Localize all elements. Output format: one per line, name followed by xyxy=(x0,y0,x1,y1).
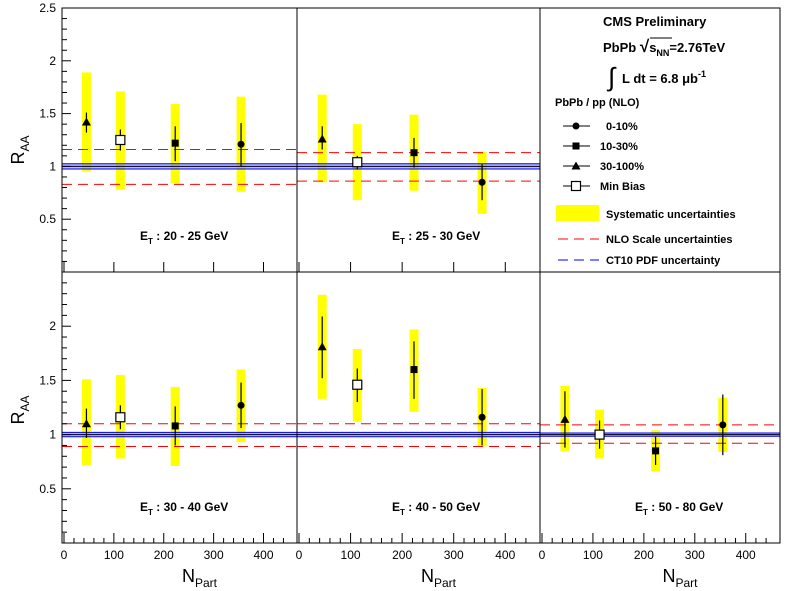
data-point-0-10 xyxy=(237,401,245,409)
outer-frame xyxy=(61,7,781,544)
lumi-exponent: -1 xyxy=(698,69,706,79)
y-tick-label: 1 xyxy=(49,428,56,442)
data-point-10-30 xyxy=(171,422,179,430)
legend-label-systematic: Systematic uncertainties xyxy=(606,209,736,221)
legend-label-nlo: NLO Scale uncertainties xyxy=(606,234,733,246)
legend-label-pdf: CT10 PDF uncertainty xyxy=(606,255,721,267)
panel-et-label: ET : 30 - 40 GeV xyxy=(140,500,228,517)
x-tick-label: 200 xyxy=(392,548,412,562)
x-tick-label: 100 xyxy=(583,548,603,562)
panel-et-label: ET : 25 - 30 GeV xyxy=(392,229,480,246)
panel-4-bands xyxy=(297,294,540,448)
labels-layer: ET : 20 - 25 GeV ET : 25 - 30 GeV ET : 30 … xyxy=(8,1,756,590)
legend-marker-10-30 xyxy=(572,142,580,150)
legend-luminosity: L dt = 6.8 μb-1 xyxy=(622,69,706,86)
legend-label-30-100: 30-100% xyxy=(600,161,644,173)
data-point-30-100 xyxy=(317,342,327,351)
legend-system-energy: PbPb √sNN=2.76TeV xyxy=(603,37,726,58)
legend-marker-0-10 xyxy=(572,122,580,130)
legend: CMS Preliminary PbPb √sNN=2.76TeV ∫ L dt… xyxy=(555,14,736,267)
x-tick-label: 200 xyxy=(154,548,174,562)
x-tick-label: 400 xyxy=(253,548,273,562)
y-tick-label: 1.5 xyxy=(39,373,56,387)
panel-1-bands xyxy=(62,72,297,192)
legend-label-0-10: 0-10% xyxy=(606,121,638,133)
x-tick-label: 300 xyxy=(444,548,464,562)
data-point-min-bias xyxy=(115,412,126,423)
data-point-min-bias xyxy=(352,157,363,168)
x-axis-title: NPart xyxy=(662,566,698,590)
y-tick-label: 2 xyxy=(49,319,56,333)
data-point-10-30 xyxy=(410,149,418,157)
data-point-0-10 xyxy=(237,140,245,148)
x-axis-title: NPart xyxy=(182,566,218,590)
x-tick-label: 0 xyxy=(539,548,546,562)
legend-marker-30-100 xyxy=(571,161,581,170)
panel-frames-layer xyxy=(61,7,781,544)
x-axis-title: NPart xyxy=(421,566,457,590)
y-tick-label: 1 xyxy=(49,159,56,173)
x-tick-label: 400 xyxy=(736,548,756,562)
legend-label-min-bias: Min Bias xyxy=(600,181,645,193)
data-point-30-100 xyxy=(81,117,91,126)
data-point-10-30 xyxy=(652,447,660,455)
y-tick-label: 1.5 xyxy=(39,107,56,121)
y-tick-label: 2 xyxy=(49,54,56,68)
data-point-10-30 xyxy=(410,366,418,374)
data-point-10-30 xyxy=(171,139,179,147)
panel-2-bands xyxy=(297,94,540,214)
data-point-0-10 xyxy=(478,178,486,186)
data-point-0-10 xyxy=(719,421,727,429)
legend-ratio-title: PbPb / pp (NLO) xyxy=(555,97,640,109)
x-tick-label: 100 xyxy=(341,548,361,562)
panel-5-bands xyxy=(540,385,780,472)
sqrt-symbol: √ xyxy=(640,37,650,56)
data-point-min-bias xyxy=(352,379,363,390)
data-point-30-100 xyxy=(317,134,327,143)
x-tick-label: 200 xyxy=(634,548,654,562)
panel-et-label: ET : 20 - 25 GeV xyxy=(140,229,228,246)
data-point-30-100 xyxy=(81,419,91,428)
x-tick-label: 300 xyxy=(685,548,705,562)
data-point-0-10 xyxy=(478,413,486,421)
y-tick-label: 0.5 xyxy=(39,482,56,496)
x-tick-label: 0 xyxy=(296,548,303,562)
data-point-min-bias xyxy=(594,429,605,440)
y-tick-label: 0.5 xyxy=(39,212,56,226)
data-points-layer xyxy=(81,112,727,465)
integral-symbol: ∫ xyxy=(606,62,617,92)
x-tick-label: 0 xyxy=(61,548,68,562)
data-point-30-100 xyxy=(560,414,570,423)
x-tick-label: 400 xyxy=(495,548,515,562)
y-axis-title: RAA xyxy=(8,135,32,164)
x-tick-label: 100 xyxy=(104,548,124,562)
axes-layer xyxy=(62,7,767,544)
x-tick-label: 300 xyxy=(204,548,224,562)
panel-et-label: ET : 40 - 50 GeV xyxy=(392,500,480,517)
legend-label-10-30: 10-30% xyxy=(600,141,638,153)
legend-swatch-systematic xyxy=(556,205,599,221)
panel-3-bands xyxy=(62,369,297,467)
y-tick-label: 2.5 xyxy=(39,1,56,15)
data-point-min-bias xyxy=(115,134,126,146)
legend-title-cms: CMS Preliminary xyxy=(603,14,707,29)
y-axis-title: RAA xyxy=(8,395,32,424)
panel-et-label: ET : 50 - 80 GeV xyxy=(635,500,723,517)
s-label: s xyxy=(649,40,656,55)
legend-marker-min-bias xyxy=(570,180,582,192)
nn-subscript: NN xyxy=(656,48,669,58)
